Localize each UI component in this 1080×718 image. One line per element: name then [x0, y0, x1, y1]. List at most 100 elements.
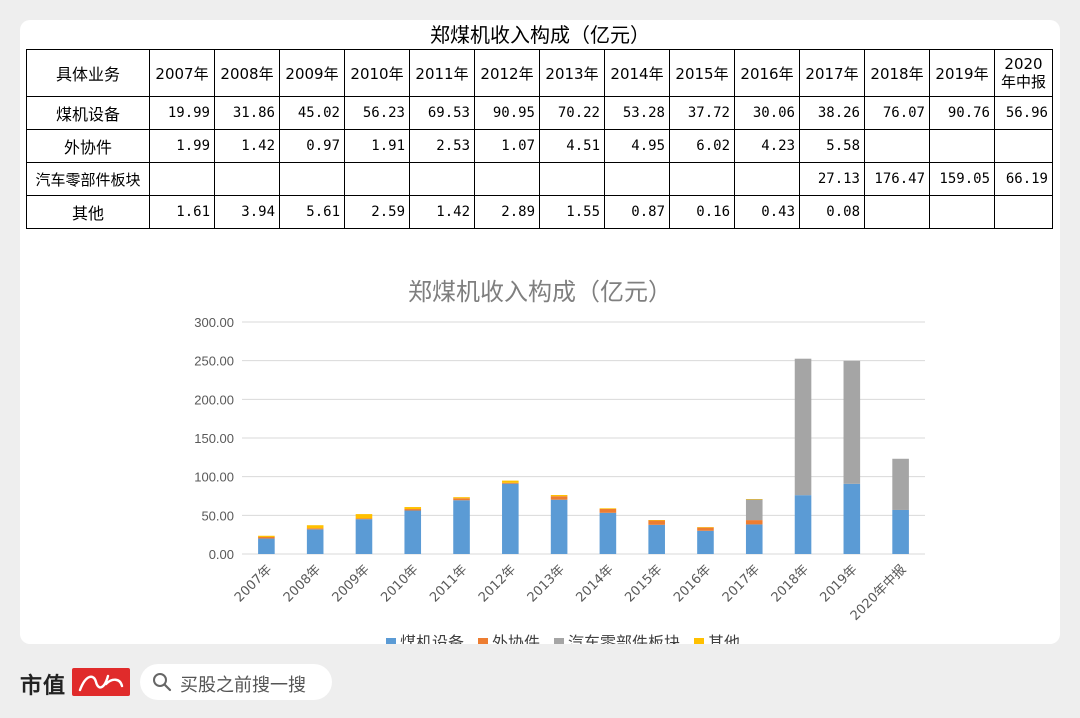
table-row: 汽车零部件板块 27.13 176.47 159.05 66.19: [26, 162, 1053, 196]
table-cell: [994, 129, 1053, 163]
table-cell: [474, 162, 540, 196]
bar-segment-4: [648, 520, 665, 521]
table-cell: 30.06: [734, 96, 800, 130]
brand-logo: [72, 668, 130, 696]
bar-segment-2: [648, 520, 665, 525]
table-row: 其他 1.61 3.94 5.61 2.59 1.42 2.89 1.55 0.87 0.16 0.…: [26, 195, 1053, 229]
x-tick-label: 2017年: [720, 562, 763, 605]
bar-segment-1: [599, 512, 617, 554]
bar-segment-1: [502, 483, 519, 554]
legend-swatch: [694, 638, 704, 644]
chart-card: 郑煤机收入构成（亿元） 具体业务 2007年 2008年 2009年 2010年 2011…: [20, 20, 1060, 644]
table-cell: [734, 162, 800, 196]
bar-segment-4: [453, 497, 470, 499]
bar-segment-3: [843, 360, 861, 484]
table-title: 郑煤机收入构成（亿元）: [430, 23, 650, 47]
bar-segment-2: [258, 537, 275, 539]
bar-segment-4: [404, 507, 422, 510]
bar-segment-4: [502, 480, 519, 483]
chart-title: 郑煤机收入构成（亿元）: [408, 278, 672, 306]
table-cell: 45.02: [279, 96, 345, 130]
table-cell: [344, 162, 410, 196]
table-header-year: 2012年: [474, 49, 540, 97]
y-tick-label: 200.00: [194, 392, 234, 407]
x-tick-label: 2019年: [817, 562, 860, 605]
table-cell: [539, 162, 605, 196]
table-cell: 90.95: [474, 96, 540, 130]
table-cell: 70.22: [539, 96, 605, 130]
table-cell: [864, 195, 930, 229]
bar-segment-1: [404, 510, 422, 554]
bar-segment-3: [745, 499, 763, 521]
y-tick-label: 50.00: [201, 508, 234, 523]
bar-segment-3: [892, 458, 909, 510]
x-tick-label: 2013年: [525, 562, 568, 605]
table-row: 煤机设备 19.99 31.86 45.02 56.23 69.53 90.95 70.22 5…: [26, 96, 1053, 130]
bar-segment-2: [745, 520, 763, 525]
legend-swatch: [554, 638, 564, 644]
table-cell: 0.08: [799, 195, 865, 229]
bar-segment-1: [355, 519, 373, 554]
search-icon: [153, 673, 172, 692]
brand-logo-glyph: [78, 674, 124, 692]
legend-label: 其他: [708, 633, 740, 644]
table-header-year: 2017年: [799, 49, 865, 97]
table-cell: [929, 195, 995, 229]
x-tick-label: 2009年: [330, 562, 373, 605]
bar-segment-4: [306, 525, 324, 529]
bar-segment-1: [453, 500, 470, 554]
table-cell: 2.89: [474, 195, 540, 229]
table-cell: 56.23: [344, 96, 410, 130]
bar-segment-4: [745, 499, 763, 500]
table-row: 外协件 1.99 1.42 0.97 1.91 2.53 1.07 4.51 4.95 6.02 4…: [26, 129, 1053, 163]
table-cell: [994, 195, 1053, 229]
x-tick-label: 2016年: [671, 562, 714, 605]
legend-label: 煤机设备: [400, 633, 464, 644]
bar-segment-2: [502, 482, 519, 484]
legend-label: 汽车零部件板块: [568, 633, 680, 644]
table-cell: 5.58: [799, 129, 865, 163]
table-cell: 1.91: [344, 129, 410, 163]
y-tick-label: 150.00: [194, 431, 234, 446]
table-header-year: 2010年: [344, 49, 410, 97]
table-cell: 159.05: [929, 162, 995, 196]
table-cell: 2.59: [344, 195, 410, 229]
legend-label: 外协件: [492, 633, 540, 644]
table-cell: 38.26: [799, 96, 865, 130]
search-placeholder: 买股之前搜一搜: [180, 675, 306, 696]
bar-segment-1: [892, 509, 909, 554]
table-header-year: 2009年: [279, 49, 345, 97]
table-cell: 5.61: [279, 195, 345, 229]
bar-segment-4: [258, 535, 275, 538]
bar-segment-2: [697, 527, 714, 531]
y-tick-label: 0.00: [209, 547, 234, 562]
brand-name: 市值: [20, 673, 67, 699]
table-cell: [149, 162, 215, 196]
table-cell: 4.95: [604, 129, 670, 163]
bar-segment-1: [550, 499, 568, 554]
bar-segment-1: [648, 524, 665, 554]
table-cell: [929, 129, 995, 163]
table-header-year: 2008年: [214, 49, 280, 97]
table-header-label: 具体业务: [26, 49, 150, 97]
table-cell: 69.53: [409, 96, 475, 130]
table-cell: 2.53: [409, 129, 475, 163]
table-cell: 1.55: [539, 195, 605, 229]
table-cell: [604, 162, 670, 196]
x-tick-label: 2012年: [476, 562, 519, 605]
table-cell: 76.07: [864, 96, 930, 130]
table-cell: [669, 162, 735, 196]
legend-swatch: [386, 638, 396, 644]
x-tick-label: 2018年: [769, 562, 812, 605]
table-cell: 1.42: [214, 129, 280, 163]
table-cell: 31.86: [214, 96, 280, 130]
table-row-label: 外协件: [26, 129, 150, 163]
table-cell: 4.51: [539, 129, 605, 163]
table-cell: 0.43: [734, 195, 800, 229]
table-cell: 6.02: [669, 129, 735, 163]
table-header-year: 2020年中报: [994, 49, 1053, 97]
search-box[interactable]: 买股之前搜一搜: [140, 664, 332, 700]
legend-swatch: [478, 638, 488, 644]
table-cell: [864, 129, 930, 163]
bar-segment-2: [306, 528, 324, 530]
